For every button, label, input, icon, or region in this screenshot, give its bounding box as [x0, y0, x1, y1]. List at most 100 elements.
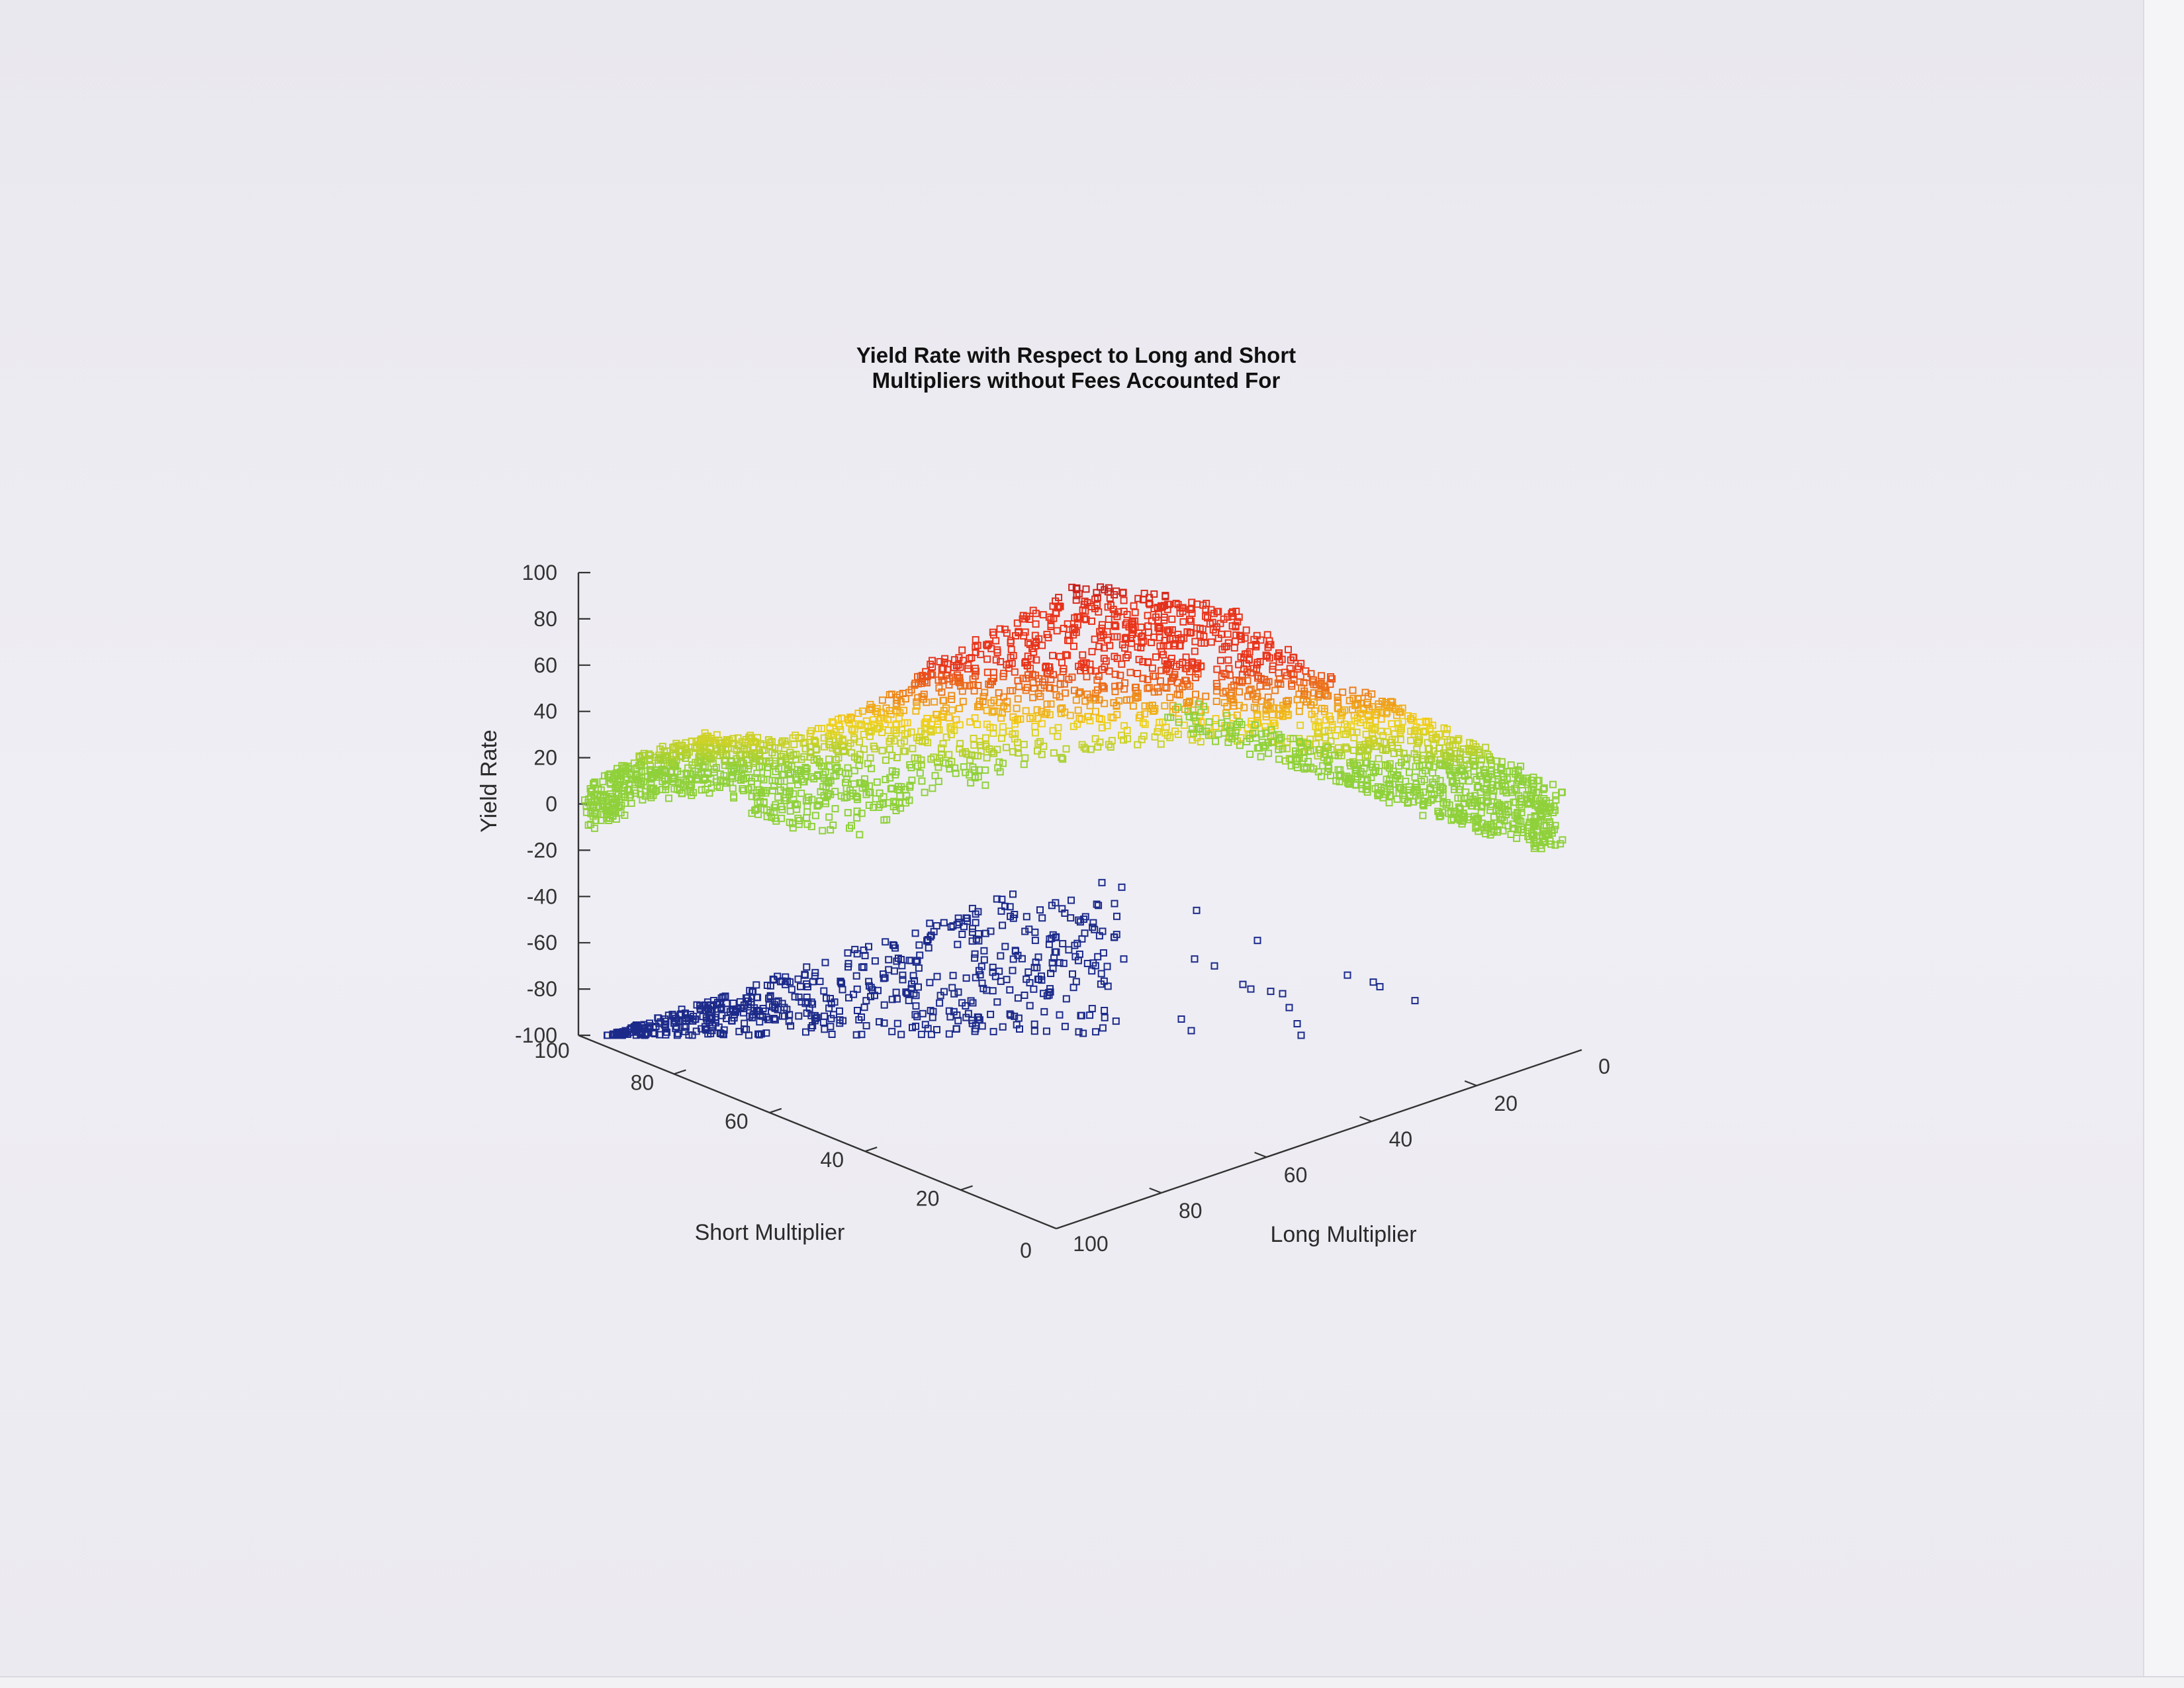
surface-point: [1509, 820, 1517, 828]
surface-point: [599, 778, 607, 786]
surface-point: [952, 716, 960, 724]
negative-point: [632, 1031, 640, 1039]
negative-point: [1036, 906, 1044, 914]
negative-point: [753, 994, 760, 1002]
chart-title-line-1: Yield Rate with Respect to Long and Shor…: [856, 343, 1296, 367]
surface-point: [876, 789, 884, 797]
negative-point: [962, 974, 970, 982]
negative-point: [646, 1019, 653, 1027]
surface-point: [1105, 616, 1113, 623]
surface-point: [1516, 801, 1524, 809]
negative-point: [950, 990, 958, 998]
surface-point: [1171, 727, 1179, 735]
negative-point: [726, 1008, 734, 1015]
surface-point: [632, 789, 639, 797]
surface-point: [924, 739, 932, 747]
negative-point: [1113, 912, 1120, 920]
surface-point: [1009, 686, 1017, 694]
negative-point: [1047, 970, 1055, 977]
negative-point: [820, 987, 828, 995]
surface-point: [1082, 659, 1090, 667]
negative-point: [673, 1031, 681, 1039]
negative-point: [626, 1025, 634, 1033]
surface-point: [893, 754, 901, 761]
surface-point: [803, 814, 811, 821]
x-tick-label: 80: [1179, 1199, 1203, 1223]
surface-point: [892, 768, 900, 776]
negative-point: [905, 957, 913, 964]
surface-point: [1093, 676, 1101, 684]
negative-point: [819, 1018, 827, 1026]
surface-point: [754, 810, 762, 818]
surface-point: [1378, 708, 1386, 716]
negative-point: [958, 931, 966, 938]
negative-point: [954, 914, 962, 922]
negative-point: [880, 1001, 888, 1009]
surface-point: [1339, 688, 1347, 696]
surface-point: [1337, 716, 1345, 724]
negative-point: [1239, 980, 1247, 988]
surface-point: [1064, 620, 1071, 628]
surface-point: [615, 790, 622, 798]
negative-point: [1030, 1020, 1038, 1028]
negative-point: [821, 1025, 829, 1033]
surface-point: [1470, 767, 1478, 775]
negative-point: [858, 963, 866, 971]
surface-point: [866, 705, 874, 713]
surface-point: [705, 789, 713, 797]
surface-point: [1105, 584, 1113, 592]
surface-point: [1152, 653, 1160, 661]
surface-point: [1559, 836, 1567, 844]
surface-point: [1499, 773, 1507, 780]
surface-point: [1340, 773, 1348, 780]
surface-point: [1540, 784, 1548, 792]
surface-point: [1197, 738, 1205, 746]
surface-point: [788, 820, 796, 827]
surface-point: [888, 751, 896, 759]
surface-point: [723, 736, 731, 744]
surface-point: [1277, 733, 1285, 741]
negative-point: [1042, 1027, 1050, 1035]
surface-point: [1462, 788, 1470, 796]
surface-point: [887, 735, 895, 743]
surface-point: [1257, 730, 1265, 738]
surface-point: [929, 657, 936, 665]
surface-point: [1250, 704, 1258, 712]
surface-point: [1308, 710, 1316, 718]
negative-point: [741, 1019, 749, 1027]
negative-point: [880, 970, 887, 978]
surface-point: [1062, 689, 1069, 697]
surface-point: [1474, 823, 1482, 831]
negative-point: [940, 919, 948, 927]
surface-point: [1279, 745, 1287, 753]
surface-point: [1267, 641, 1275, 649]
negative-point: [674, 1029, 682, 1037]
surface-point: [752, 793, 760, 800]
surface-point: [1088, 617, 1095, 625]
surface-point: [729, 768, 737, 776]
negative-point: [802, 1028, 809, 1036]
surface-point: [1283, 745, 1291, 753]
surface-point: [1224, 613, 1232, 621]
surface-point: [1196, 698, 1204, 706]
negative-point: [1279, 990, 1287, 998]
surface-point: [1184, 708, 1192, 716]
surface-point: [938, 677, 946, 684]
surface-point: [1539, 799, 1547, 807]
surface-point: [1129, 702, 1137, 710]
negative-point: [997, 952, 1005, 960]
surface-point: [704, 732, 712, 740]
surface-point: [764, 736, 772, 744]
surface-point: [970, 680, 978, 688]
surface-point: [716, 770, 724, 778]
negative-point: [968, 928, 976, 936]
surface-point: [824, 778, 832, 786]
negative-point: [1038, 914, 1046, 922]
surface-point: [1178, 683, 1186, 690]
surface-point: [1314, 729, 1322, 737]
negative-point: [821, 1012, 829, 1020]
negative-point: [676, 1011, 684, 1019]
surface-point: [1163, 684, 1171, 692]
surface-point: [995, 689, 1003, 697]
surface-point: [1056, 653, 1064, 661]
